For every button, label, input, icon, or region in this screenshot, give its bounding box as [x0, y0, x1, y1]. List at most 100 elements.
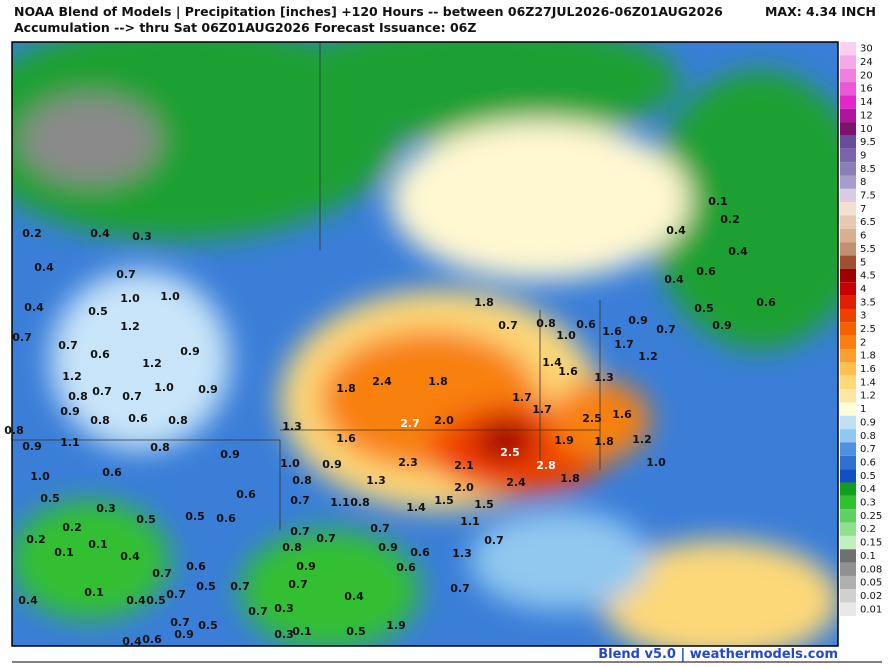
- map-label: 0.5: [40, 492, 60, 505]
- colorbar-label: 1.8: [860, 351, 876, 362]
- map-label: 1.2: [638, 350, 658, 363]
- map-label: 1.0: [160, 290, 180, 303]
- map-label: 0.6: [142, 633, 162, 646]
- map-label: 1.7: [532, 403, 552, 416]
- colorbar-label: 1.4: [860, 377, 876, 388]
- map-label: 0.4: [664, 273, 684, 286]
- map-label: 0.9: [628, 314, 648, 327]
- colorbar-swatch: [840, 455, 856, 470]
- colorbar-label: 2: [860, 337, 866, 348]
- colorbar-label: 5: [860, 257, 866, 268]
- map-label: 0.8: [536, 317, 556, 330]
- map-label: 0.6: [102, 466, 122, 479]
- colorbar-label: 7.5: [860, 191, 876, 202]
- colorbar-swatch: [840, 602, 856, 616]
- colorbar-label: 0.1: [860, 551, 876, 562]
- map-label: 0.7: [122, 390, 142, 403]
- map-label: 2.4: [372, 375, 392, 388]
- map-label: 0.7: [370, 522, 390, 535]
- map-label: 1.2: [142, 357, 162, 370]
- map-label: 0.7: [498, 319, 518, 332]
- map-label: 0.9: [60, 405, 80, 418]
- map-label: 1.4: [542, 356, 562, 369]
- map-label: 1.1: [330, 496, 350, 509]
- map-label: 0.6: [756, 296, 776, 309]
- map-label: 0.8: [282, 541, 302, 554]
- colorbar-swatch: [840, 255, 856, 269]
- map-label: 0.7: [248, 605, 268, 618]
- colorbar-swatch: [840, 549, 856, 563]
- map-label: 2.0: [434, 414, 454, 427]
- map-label: 0.7: [92, 385, 112, 398]
- colorbar-swatch: [840, 402, 856, 416]
- colorbar-swatch: [840, 375, 856, 390]
- colorbar-label: 0.05: [860, 578, 882, 589]
- title: NOAA Blend of Models | Precipitation [in…: [14, 4, 723, 19]
- map-label: 1.0: [120, 292, 140, 305]
- colorbar-label: 0.6: [860, 457, 876, 468]
- map-label: 0.7: [484, 534, 504, 547]
- map-label: 0.7: [290, 494, 310, 507]
- map-label: 0.2: [62, 521, 82, 534]
- colorbar-label: 9: [860, 150, 866, 161]
- colorbar-swatch: [840, 335, 856, 350]
- colorbar-label: 9.5: [860, 137, 876, 148]
- colorbar-swatch: [840, 188, 856, 203]
- map-label: 0.7: [58, 339, 78, 352]
- map-label: 0.4: [120, 550, 140, 563]
- colorbar-swatch: [840, 349, 856, 363]
- map-label: 1.8: [560, 472, 580, 485]
- map-label: 1.8: [474, 296, 494, 309]
- map-label: 0.4: [18, 594, 38, 607]
- map-label: 0.7: [450, 582, 470, 595]
- map-label: 0.9: [378, 541, 398, 554]
- map-label: 0.7: [116, 268, 136, 281]
- footer: Blend v5.0 | weathermodels.com: [598, 647, 838, 662]
- map-label: 0.1: [54, 546, 74, 559]
- map-label: 1.6: [602, 325, 622, 338]
- colorbar-label: 4: [860, 284, 866, 295]
- colorbar-label: 20: [860, 70, 873, 81]
- subtitle: Accumulation --> thru Sat 06Z01AUG2026 F…: [14, 20, 476, 35]
- colorbar-swatch: [840, 482, 856, 496]
- colorbar-swatch: [840, 82, 856, 96]
- colorbar-swatch: [840, 282, 856, 296]
- map-label: 0.7: [170, 616, 190, 629]
- colorbar-swatch: [840, 308, 856, 323]
- map-label: 1.0: [154, 381, 174, 394]
- colorbar-swatch: [840, 415, 856, 430]
- map-label: 1.8: [428, 375, 448, 388]
- map-label: 1.9: [554, 434, 574, 447]
- map-label: 0.7: [290, 525, 310, 538]
- map-label: 1.1: [60, 436, 80, 449]
- map-label: 0.6: [396, 561, 416, 574]
- map-label: 1.6: [336, 432, 356, 445]
- colorbar-label: 0.08: [860, 564, 882, 575]
- colorbar-label: 10: [860, 124, 873, 135]
- colorbar-label: 0.02: [860, 591, 882, 602]
- map-label: 1.5: [434, 494, 454, 507]
- colorbar-label: 0.4: [860, 484, 876, 495]
- map-label: 0.4: [126, 594, 146, 607]
- max-value: MAX: 4.34 INCH: [765, 4, 876, 19]
- map-label: 0.5: [185, 510, 205, 523]
- colorbar-swatch: [840, 162, 856, 176]
- map-label: 1.2: [632, 433, 652, 446]
- map-label: 1.1: [460, 515, 480, 528]
- map-label: 0.5: [136, 513, 156, 526]
- map-label: 0.4: [24, 301, 44, 314]
- map-label: 0.5: [88, 305, 108, 318]
- colorbar-swatch: [840, 562, 856, 576]
- map-label: 0.8: [68, 390, 88, 403]
- colorbar-label: 30: [860, 44, 873, 55]
- map-label: 0.2: [22, 227, 42, 240]
- precip-field: [12, 42, 838, 646]
- map-label: 0.4: [728, 245, 748, 258]
- map-label: 0.6: [90, 348, 110, 361]
- map-label: 0.1: [88, 538, 108, 551]
- colorbar-label: 1.2: [860, 391, 876, 402]
- map-label: 0.8: [90, 414, 110, 427]
- map-label: 0.7: [12, 331, 32, 344]
